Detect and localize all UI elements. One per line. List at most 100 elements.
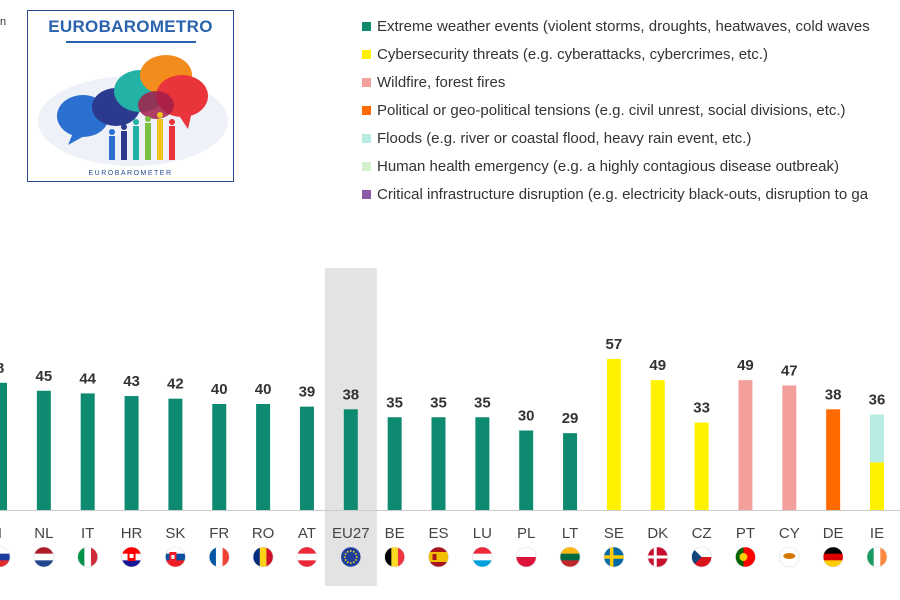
category-label: FR (209, 525, 229, 542)
flag-hr-icon (121, 547, 142, 567)
bar-lt (563, 433, 578, 510)
speech-bubbles-graphic (38, 55, 228, 166)
category-label: PL (517, 525, 535, 542)
category-label: SK (165, 525, 185, 542)
bar-si (0, 382, 7, 510)
legend-label: Wildfire, forest fires (377, 73, 506, 91)
bar-dk (650, 380, 665, 510)
bar-lu (475, 417, 490, 510)
flag-be-icon (384, 547, 405, 567)
legend-label: Floods (e.g. river or coastal flood, hea… (377, 129, 752, 147)
chart-legend: Extreme weather events (violent storms, … (362, 12, 900, 208)
category-label: BE (385, 525, 405, 542)
category-label: HR (121, 525, 143, 542)
bar-sk (168, 398, 183, 510)
category-label: ES (428, 525, 448, 542)
legend-swatch (362, 49, 371, 59)
bar-value-label: 49 (737, 357, 754, 374)
bar-value-label: 33 (693, 400, 710, 417)
bar-be (387, 417, 402, 510)
bar-value-label: 35 (386, 394, 403, 411)
bar-fr (212, 404, 227, 510)
bar-de (826, 409, 841, 510)
flag-nl-icon (33, 547, 54, 567)
bar-eu27 (343, 409, 358, 510)
legend-label: Cybersecurity threats (e.g. cyberattacks… (377, 45, 768, 63)
bar-value-label: 35 (430, 394, 447, 411)
legend-swatch (362, 105, 371, 115)
bar-pt (738, 380, 753, 510)
legend-swatch (362, 133, 371, 143)
flag-lt-icon (560, 547, 581, 567)
bar-value-label: 49 (649, 357, 666, 374)
bar-value-label: 57 (606, 336, 623, 353)
legend-label: Human health emergency (e.g. a highly co… (377, 157, 839, 175)
bar-es (431, 417, 446, 510)
flag-si-icon (0, 547, 10, 567)
category-label: IE (870, 525, 884, 542)
cropped-text-fragment: n (0, 16, 7, 28)
bar-value-label: 36 (869, 392, 886, 409)
legend-item: Political or geo-political tensions (e.g… (362, 96, 900, 124)
bar-it (80, 393, 95, 510)
legend-swatch (362, 77, 371, 87)
bar-cz (694, 422, 709, 510)
category-label: LT (562, 525, 578, 542)
bar-value-label: 47 (781, 362, 798, 379)
logo-underline (66, 41, 196, 43)
bar-value-label: 43 (123, 373, 140, 390)
bar-nl (36, 390, 51, 510)
flag-sk-icon (165, 547, 186, 567)
flag-pt-icon (735, 547, 756, 567)
eurobarometer-logo: EUROBAROMETRO EUROBAROMETER (27, 10, 234, 182)
category-label: LU (473, 525, 492, 542)
flag-it-icon (77, 547, 98, 567)
bar-value-label: 44 (79, 370, 96, 387)
bar-pl (519, 430, 534, 510)
flag-pl-icon (516, 547, 537, 567)
bar-at (299, 406, 314, 510)
flag-lu-icon (472, 547, 493, 567)
legend-label: Political or geo-political tensions (e.g… (377, 101, 846, 119)
legend-label: Extreme weather events (violent storms, … (377, 17, 870, 35)
flag-at-icon (296, 547, 317, 567)
flag-es-icon (428, 547, 449, 567)
bar-value-label: 38 (342, 386, 359, 403)
legend-item: Cybersecurity threats (e.g. cyberattacks… (362, 40, 900, 68)
legend-label: Critical infrastructure disruption (e.g.… (377, 185, 869, 203)
bar-se (606, 358, 621, 510)
bar-ie (870, 462, 884, 510)
category-label: RO (252, 525, 275, 542)
bar-cy (782, 385, 797, 510)
logo-title: EUROBAROMETRO (48, 17, 213, 36)
bar-value-label: 39 (299, 384, 316, 401)
flag-se-icon (603, 547, 624, 567)
legend-item: Critical infrastructure disruption (e.g.… (362, 180, 900, 208)
bar-value-label: 45 (36, 368, 53, 385)
flag-ro-icon (253, 547, 274, 567)
legend-item: Wildfire, forest fires (362, 68, 900, 96)
bar-ro (256, 404, 271, 510)
bar-hr (124, 396, 139, 510)
bar-ie (870, 414, 884, 463)
bar-value-label: 35 (474, 394, 491, 411)
flag-eu-icon (340, 547, 361, 567)
category-label: DE (823, 525, 844, 542)
category-label: IT (81, 525, 94, 542)
category-label: SE (604, 525, 624, 542)
legend-swatch (362, 189, 371, 199)
bar-value-label: 42 (167, 376, 184, 393)
flag-fr-icon (209, 547, 230, 567)
bar-value-label: 40 (255, 381, 272, 398)
category-label: CY (779, 525, 800, 542)
legend-item: Human health emergency (e.g. a highly co… (362, 152, 900, 180)
legend-item: Floods (e.g. river or coastal flood, hea… (362, 124, 900, 152)
legend-swatch (362, 161, 371, 171)
flag-de-icon (823, 547, 844, 567)
category-label: CZ (692, 525, 712, 542)
flag-ie-icon (867, 547, 887, 567)
bar-value-label: 38 (825, 386, 842, 403)
bar-value-label: 40 (211, 381, 228, 398)
bar-value-label: 29 (562, 410, 579, 427)
category-label: EU27 (332, 525, 370, 542)
